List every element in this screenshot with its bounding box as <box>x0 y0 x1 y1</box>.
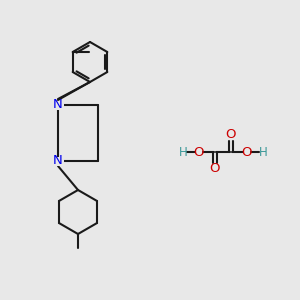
Text: O: O <box>242 146 252 158</box>
Text: O: O <box>226 128 236 142</box>
Bar <box>52 157 64 166</box>
Text: H: H <box>178 146 188 158</box>
Bar <box>52 100 64 109</box>
Text: O: O <box>210 163 220 176</box>
Text: H: H <box>259 146 267 158</box>
Text: N: N <box>53 154 63 167</box>
Text: N: N <box>53 98 63 112</box>
Text: O: O <box>194 146 204 158</box>
